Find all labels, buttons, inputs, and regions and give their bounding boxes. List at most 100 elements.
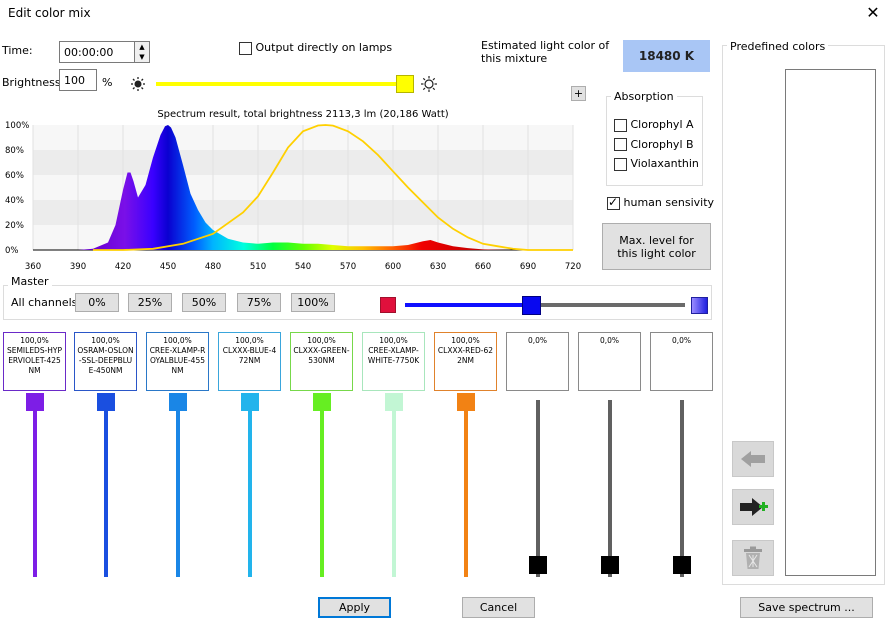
arrow-add-icon <box>740 498 768 516</box>
channel-slider-track[interactable] <box>175 400 180 577</box>
preset-50-button[interactable]: 50% <box>182 293 226 312</box>
spin-down-icon[interactable]: ▼ <box>139 53 145 61</box>
x-tick-label: 360 <box>25 262 41 271</box>
y-tick-label: 80% <box>5 146 24 156</box>
channel-slider-track[interactable] <box>463 400 468 577</box>
trash-icon <box>744 546 762 569</box>
brightness-input[interactable] <box>59 69 97 91</box>
chart-title: Spectrum result, total brightness 2113,3… <box>157 109 448 120</box>
predefined-list[interactable] <box>785 69 876 576</box>
channel-slider-thumb[interactable] <box>528 556 547 574</box>
channel-name: OSRAM-OSLON-SSL-DEEPBLUE-450NM <box>77 346 134 375</box>
add-button[interactable]: + <box>571 86 586 101</box>
max-level-button[interactable]: Max. level for this light color <box>602 223 711 270</box>
channel-value: 0,0% <box>527 336 548 345</box>
channel-box[interactable]: 100,0% CREE-XLAMP-ROYALBLUE-455NM <box>146 332 209 391</box>
channel-slider-track[interactable] <box>103 400 108 577</box>
x-tick-label: 690 <box>520 262 536 271</box>
channel-slider-thumb[interactable] <box>240 393 259 411</box>
channel-box[interactable]: 100,0% CLXXX-BLUE-472NM <box>218 332 281 391</box>
time-spinner[interactable]: ▲ ▼ <box>134 41 150 63</box>
channel-box[interactable]: 100,0% CLXXX-RED-622NM <box>434 332 497 391</box>
absorption-list: Clorophyl A Clorophyl B Violaxanthin <box>614 118 699 171</box>
x-tick-label: 630 <box>430 262 446 271</box>
channel-value: 100,0% <box>379 336 408 345</box>
channel-value: 100,0% <box>20 336 49 345</box>
apply-button[interactable]: Apply <box>318 597 391 618</box>
channel-slider-track[interactable] <box>247 400 252 577</box>
save-spectrum-button[interactable]: Save spectrum ... <box>740 597 873 618</box>
channel-slider-thumb[interactable] <box>672 556 691 574</box>
close-icon[interactable]: ✕ <box>866 3 880 22</box>
x-tick-label: 510 <box>250 262 266 271</box>
preset-0-button[interactable]: 0% <box>75 293 119 312</box>
y-tick-label: 20% <box>5 221 24 231</box>
output-label: Output directly on lamps <box>255 41 393 54</box>
human-sensitivity-label: human sensivity <box>623 196 715 209</box>
channel-slider-thumb[interactable] <box>384 393 403 411</box>
brightness-slider-track[interactable] <box>156 82 412 86</box>
output-checkbox[interactable] <box>239 41 252 55</box>
channel-slider-track[interactable] <box>607 400 612 577</box>
master-slider-thumb[interactable] <box>522 296 541 315</box>
y-tick-label: 100% <box>5 121 29 131</box>
channel-name: CLXXX-GREEN-530NM <box>293 346 350 365</box>
human-sensitivity-checkbox[interactable] <box>607 195 620 210</box>
channel-box[interactable]: 0,0% <box>506 332 569 391</box>
preset-25-button[interactable]: 25% <box>128 293 172 312</box>
time-label: Time: <box>2 44 33 57</box>
master-slider-track[interactable] <box>531 303 685 307</box>
absorption-item-clorophyl-b[interactable]: Clorophyl B <box>614 138 699 151</box>
preset-75-button[interactable]: 75% <box>237 293 281 312</box>
y-tick-label: 60% <box>5 171 24 181</box>
channel-box[interactable]: 100,0% OSRAM-OSLON-SSL-DEEPBLUE-450NM <box>74 332 137 391</box>
x-tick-label: 420 <box>115 262 131 271</box>
blue-swatch-icon <box>691 297 708 314</box>
violaxanthin-checkbox[interactable] <box>614 157 627 171</box>
sun-bright-icon <box>421 76 437 92</box>
brightness-slider-thumb[interactable] <box>396 75 414 93</box>
channel-slider-thumb[interactable] <box>168 393 187 411</box>
channel-slider-thumb[interactable] <box>312 393 331 411</box>
channel-box[interactable]: 100,0% SEMILEDS-HYPERVIOLET-425NM <box>3 332 66 391</box>
master-slider-track-filled[interactable] <box>405 303 531 307</box>
channel-box[interactable]: 100,0% CLXXX-GREEN-530NM <box>290 332 353 391</box>
clorophyl-a-checkbox[interactable] <box>614 118 627 132</box>
arrow-left-button[interactable] <box>732 441 774 477</box>
channel-slider-thumb[interactable] <box>600 556 619 574</box>
all-channels-label: All channels <box>11 296 78 309</box>
channel-slider-track[interactable] <box>319 400 324 577</box>
master-group <box>3 285 712 320</box>
spin-up-icon[interactable]: ▲ <box>139 43 145 51</box>
time-input[interactable] <box>59 41 135 63</box>
channel-name: CLXXX-BLUE-472NM <box>222 346 277 365</box>
absorption-item-clorophyl-a[interactable]: Clorophyl A <box>614 118 699 132</box>
absorption-item-violaxanthin[interactable]: Violaxanthin <box>614 157 699 171</box>
channel-slider-thumb[interactable] <box>96 393 115 411</box>
channel-value: 100,0% <box>451 336 480 345</box>
clorophyl-b-checkbox[interactable] <box>614 138 627 151</box>
predefined-title: Predefined colors <box>727 40 829 53</box>
channel-slider-track[interactable] <box>32 400 37 577</box>
x-tick-label: 660 <box>475 262 491 271</box>
delete-predefined-button[interactable] <box>732 540 774 576</box>
x-tick-label: 540 <box>295 262 311 271</box>
add-predefined-button[interactable] <box>732 489 774 525</box>
channel-slider-thumb[interactable] <box>456 393 475 411</box>
channel-box[interactable]: 0,0% <box>578 332 641 391</box>
x-tick-label: 390 <box>70 262 86 271</box>
channel-box[interactable]: 100,0% CREE-XLAMP-WHITE-7750K <box>362 332 425 391</box>
channel-name: CREE-XLAMP-WHITE-7750K <box>367 346 420 365</box>
x-tick-label: 450 <box>160 262 176 271</box>
channel-slider-track[interactable] <box>391 400 396 577</box>
preset-100-button[interactable]: 100% <box>291 293 335 312</box>
cancel-button[interactable]: Cancel <box>462 597 535 618</box>
channel-box[interactable]: 0,0% <box>650 332 713 391</box>
human-sensitivity-row[interactable]: human sensivity <box>607 195 715 210</box>
channel-slider-track[interactable] <box>679 400 684 577</box>
output-checkbox-row[interactable]: Output directly on lamps <box>239 41 392 55</box>
y-tick-label: 0% <box>5 246 19 256</box>
channel-slider-track[interactable] <box>535 400 540 577</box>
channel-slider-thumb[interactable] <box>25 393 44 411</box>
spectrum-chart-svg: 360 390 420 450 480 510 540 570 600 630 660 690 720 … <box>5 109 581 272</box>
